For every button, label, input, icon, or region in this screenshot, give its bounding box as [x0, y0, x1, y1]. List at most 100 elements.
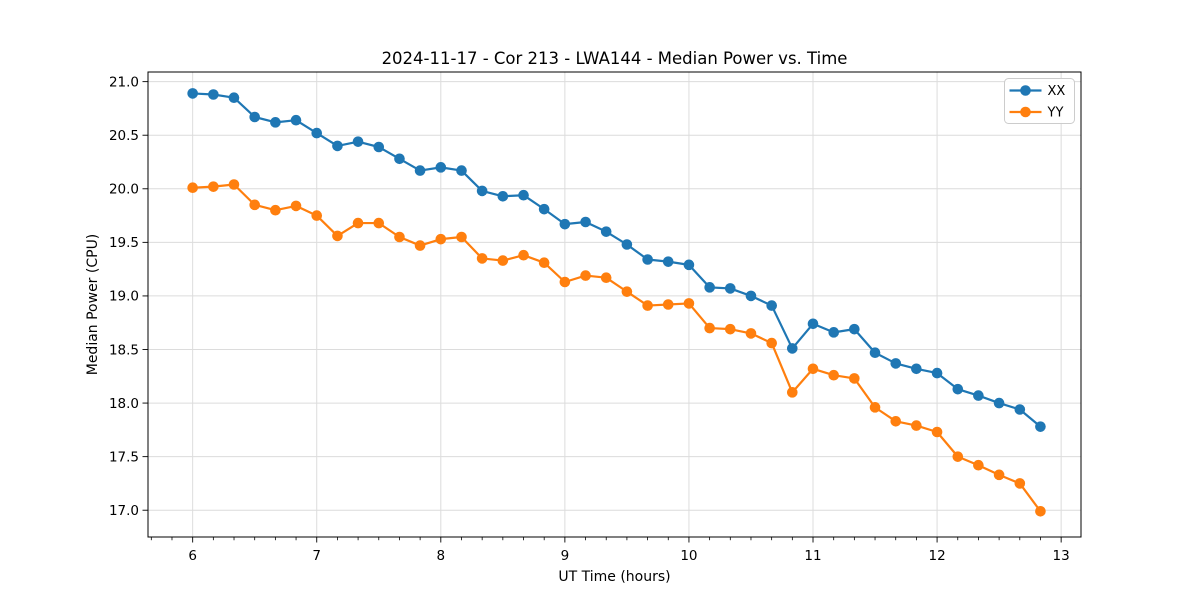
data-point-xx: [476, 185, 488, 197]
data-point-xx: [993, 397, 1005, 409]
data-point-xx: [518, 189, 529, 201]
data-point-xx: [911, 363, 922, 375]
data-point-xx: [497, 190, 509, 202]
data-point-yy: [208, 181, 219, 192]
data-point-yy: [911, 420, 922, 431]
data-point-xx: [890, 358, 902, 369]
legend-marker: [1020, 85, 1031, 96]
plot-border: [147, 71, 1082, 538]
y-tick-label: 18.5: [109, 342, 139, 358]
data-point-xx: [849, 323, 860, 335]
data-point-yy: [849, 373, 860, 384]
data-point-xx: [952, 383, 964, 395]
data-point-xx: [704, 282, 715, 293]
data-point-yy: [704, 322, 715, 334]
data-point-yy: [559, 276, 571, 288]
data-point-yy: [973, 459, 984, 471]
y-tick-label: 17.5: [109, 449, 139, 465]
data-point-xx: [373, 141, 385, 153]
data-point-xx: [414, 165, 426, 176]
data-point-xx: [683, 259, 695, 271]
data-point-xx: [311, 127, 323, 139]
data-point-xx: [662, 256, 674, 267]
x-tick-label: 13: [1053, 548, 1070, 564]
data-series: [187, 88, 1046, 517]
data-point-xx: [766, 300, 777, 311]
x-tick-label: 6: [188, 548, 197, 564]
y-tick-label: 18.0: [109, 396, 139, 412]
data-point-xx: [228, 92, 240, 104]
data-point-xx: [332, 140, 343, 152]
data-point-yy: [724, 323, 736, 335]
x-axis-label: UT Time (hours): [558, 569, 670, 585]
data-point-yy: [1014, 478, 1026, 489]
series-line-xx: [192, 92, 1042, 428]
legend-label-xx: XX: [1048, 84, 1066, 99]
data-point-yy: [187, 182, 198, 194]
data-point-yy: [497, 255, 509, 266]
data-point-xx: [621, 239, 633, 250]
data-point-xx: [869, 347, 881, 359]
data-point-xx: [828, 327, 840, 338]
data-point-xx: [394, 153, 405, 165]
data-point-yy: [600, 272, 612, 284]
y-tick-label: 20.0: [109, 182, 139, 198]
data-point-xx: [642, 254, 653, 265]
data-point-yy: [394, 231, 405, 243]
data-point-yy: [993, 469, 1005, 481]
data-point-xx: [580, 216, 591, 228]
data-point-yy: [518, 249, 529, 261]
data-point-yy: [270, 204, 281, 216]
data-point-xx: [435, 162, 447, 173]
data-point-xx: [270, 117, 281, 128]
data-point-xx: [559, 218, 571, 230]
x-tick-label: 7: [312, 548, 321, 564]
data-point-yy: [414, 240, 426, 251]
y-axis-label: Median Power (CPU): [85, 234, 101, 376]
y-tick-label: 19.0: [109, 289, 139, 305]
data-point-xx: [724, 283, 736, 294]
data-point-yy: [580, 270, 591, 281]
data-point-yy: [683, 298, 695, 309]
data-point-yy: [952, 451, 964, 462]
data-point-yy: [538, 257, 550, 269]
x-tick-label: 12: [928, 548, 945, 564]
data-point-yy: [931, 426, 943, 438]
data-point-yy: [828, 369, 840, 381]
data-point-yy: [1035, 505, 1046, 517]
data-point-xx: [208, 89, 219, 100]
y-tick-label: 20.5: [109, 128, 139, 144]
data-point-yy: [476, 253, 488, 264]
data-point-yy: [642, 300, 653, 311]
legend: XX YY: [1004, 78, 1075, 124]
data-point-xx: [290, 114, 302, 126]
data-point-xx: [931, 367, 943, 379]
x-tick-label: 10: [680, 548, 697, 564]
axes: 6 7 8 9 10 11 12 13 17.0 17.5 18.0 18.5 19.0 19.5 20.0…: [109, 71, 1082, 564]
data-point-yy: [373, 217, 385, 229]
series-line-yy: [192, 183, 1042, 512]
data-point-yy: [745, 328, 757, 339]
chart-title: 2024-11-17 - Cor 213 - LWA144 - Median P…: [382, 49, 848, 68]
data-point-yy: [228, 179, 240, 190]
data-point-yy: [890, 415, 902, 427]
data-point-yy: [352, 217, 364, 229]
y-tick-label: 17.0: [109, 503, 139, 519]
data-point-xx: [352, 136, 364, 147]
data-point-xx: [249, 111, 260, 123]
data-point-yy: [621, 286, 633, 297]
y-tick-label: 19.5: [109, 235, 139, 251]
data-point-xx: [187, 88, 198, 99]
data-point-yy: [869, 402, 881, 413]
gridlines: [148, 72, 1081, 537]
data-point-yy: [311, 210, 323, 221]
legend-marker: [1020, 106, 1031, 118]
y-tick-label: 21.0: [109, 74, 139, 90]
data-point-xx: [538, 203, 550, 215]
x-tick-label: 11: [804, 548, 821, 564]
data-point-yy: [290, 200, 302, 212]
data-point-xx: [456, 165, 467, 176]
data-point-yy: [766, 337, 777, 349]
